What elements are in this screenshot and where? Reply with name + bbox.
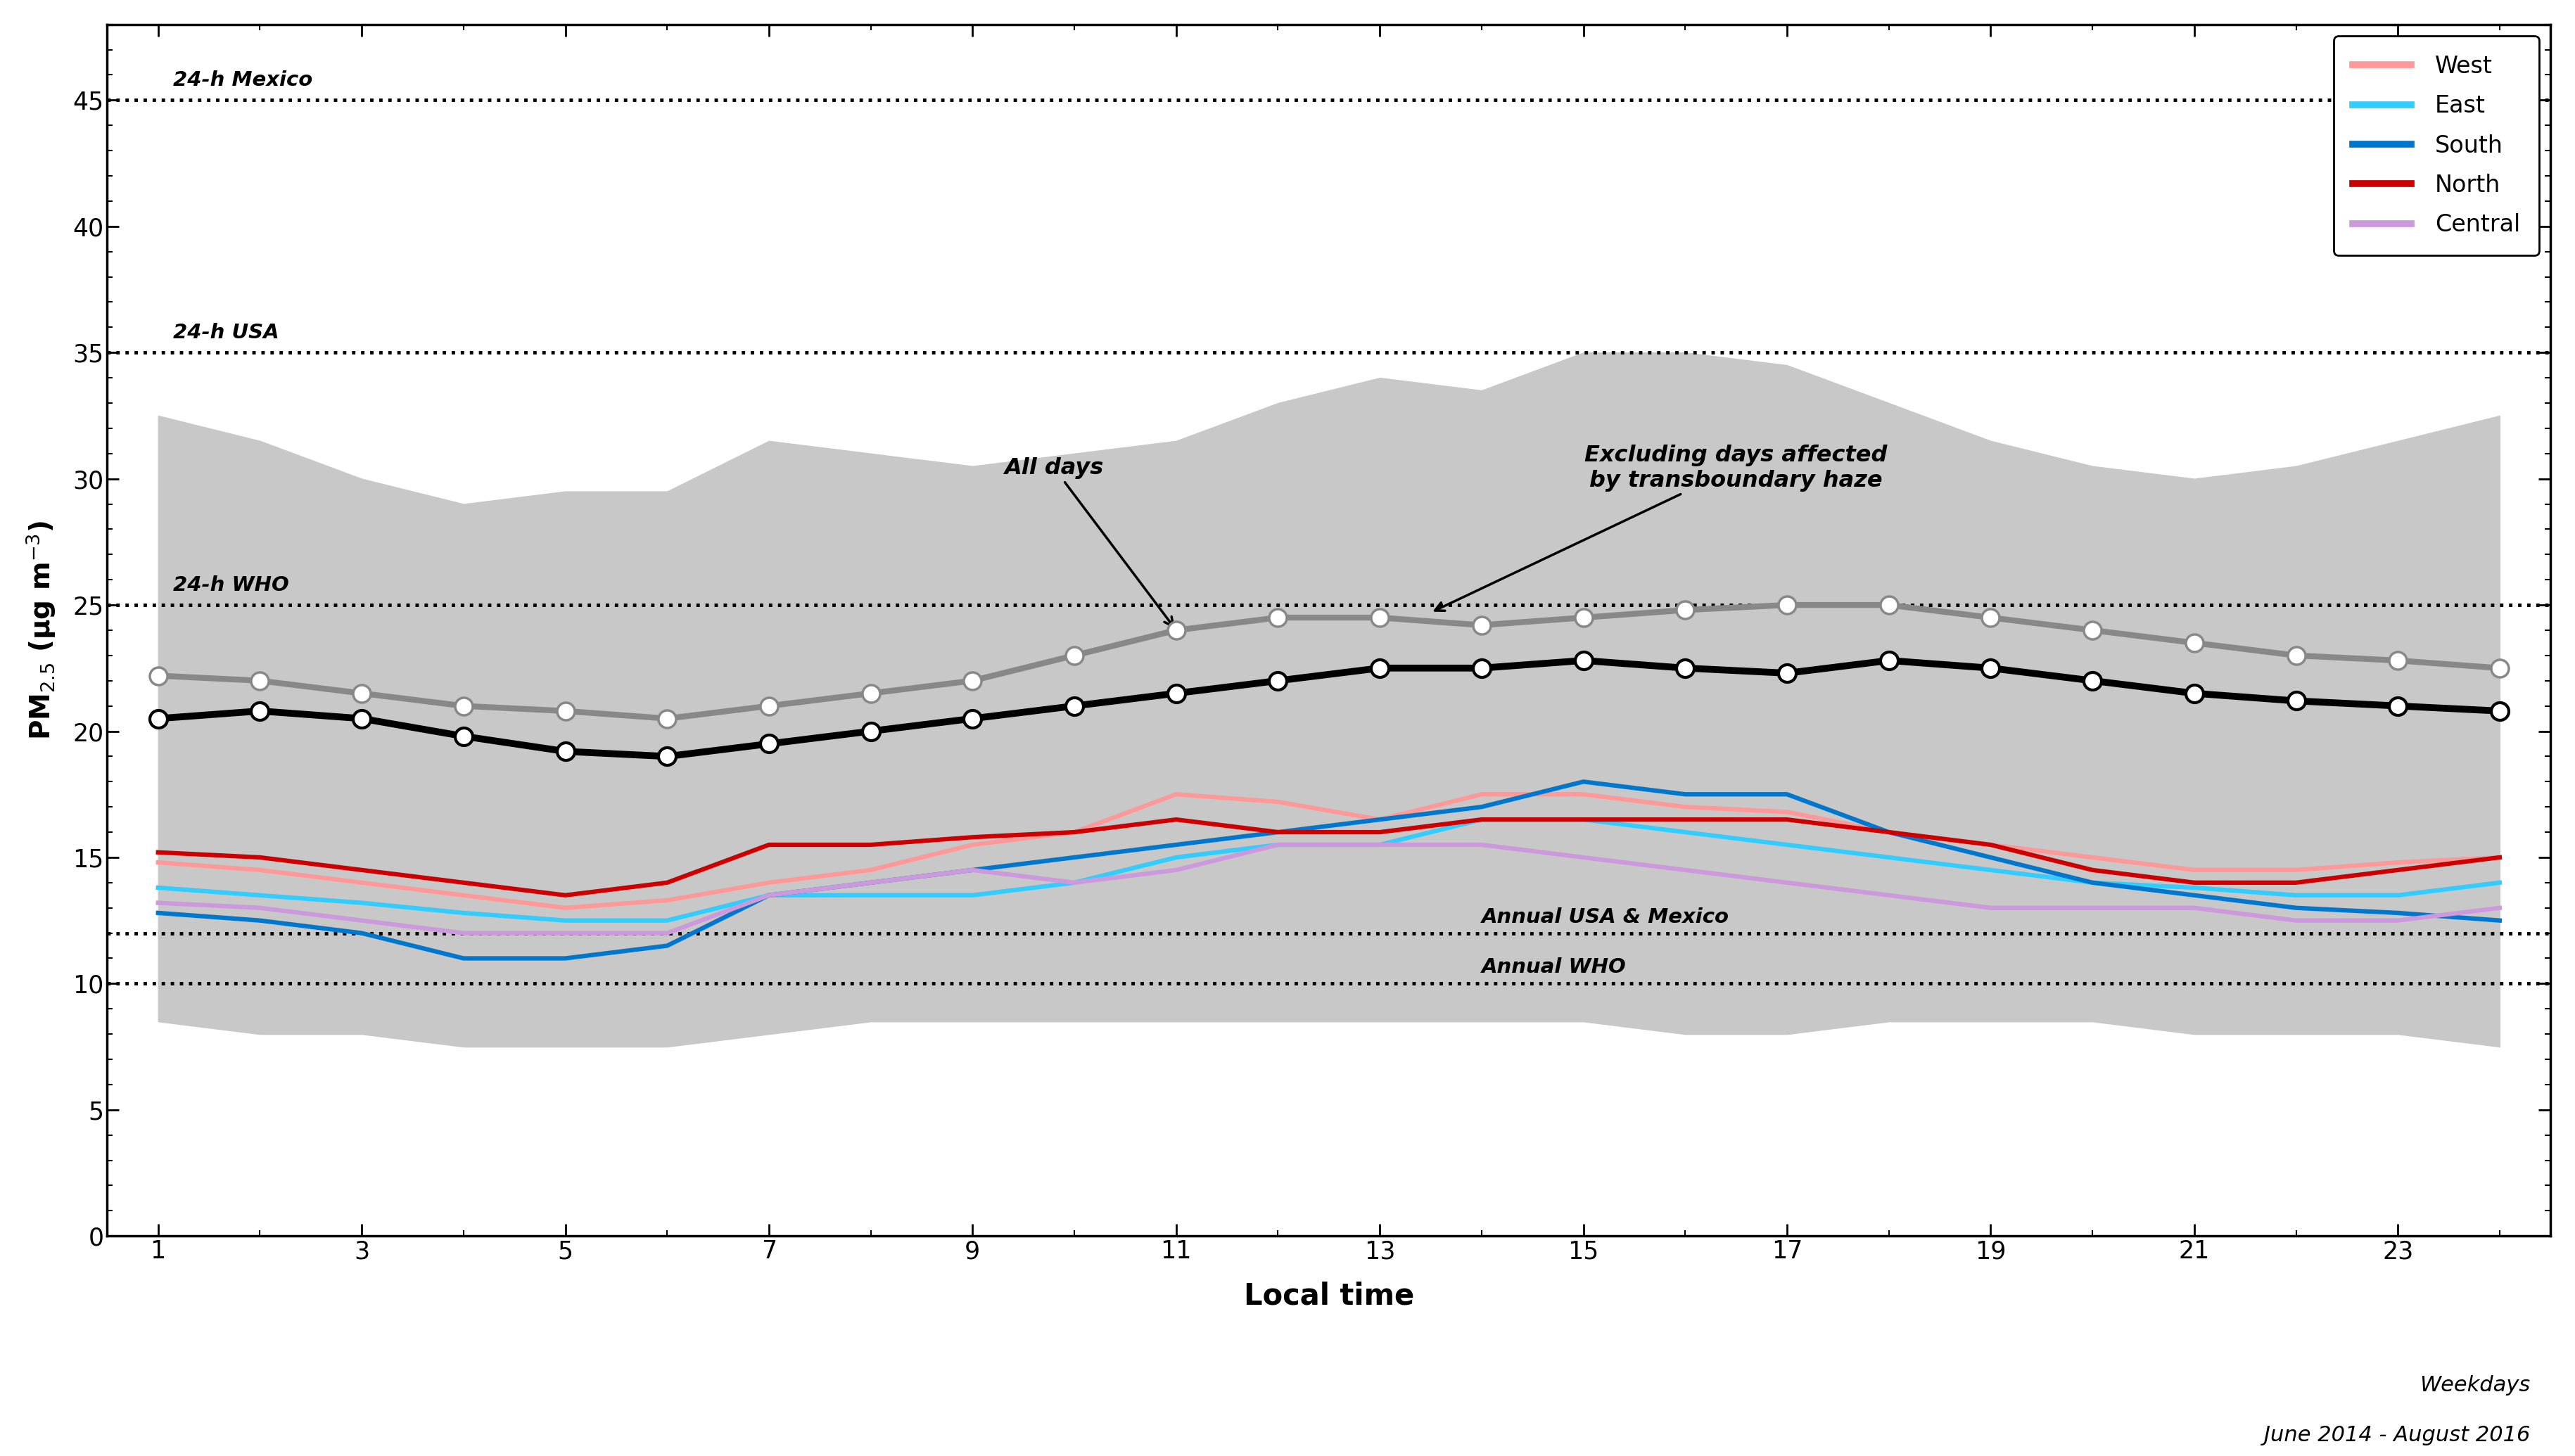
Text: Annual USA & Mexico: Annual USA & Mexico xyxy=(1481,907,1730,927)
Text: 24-h WHO: 24-h WHO xyxy=(173,575,288,596)
Y-axis label: PM$_{2.5}$ (μg m$^{-3}$): PM$_{2.5}$ (μg m$^{-3}$) xyxy=(23,521,59,740)
Text: 24-h USA: 24-h USA xyxy=(173,323,278,342)
Text: Annual WHO: Annual WHO xyxy=(1481,958,1627,977)
Text: Weekdays: Weekdays xyxy=(2420,1374,2531,1395)
Text: Excluding days affected
by transboundary haze: Excluding days affected by transboundary… xyxy=(1434,444,1887,610)
Text: 24-h Mexico: 24-h Mexico xyxy=(173,70,312,90)
Text: June 2014 - August 2016: June 2014 - August 2016 xyxy=(2263,1425,2531,1446)
Text: All days: All days xyxy=(1004,457,1174,626)
Legend: West, East, South, North, Central: West, East, South, North, Central xyxy=(2333,36,2539,255)
X-axis label: Local time: Local time xyxy=(1244,1281,1414,1310)
